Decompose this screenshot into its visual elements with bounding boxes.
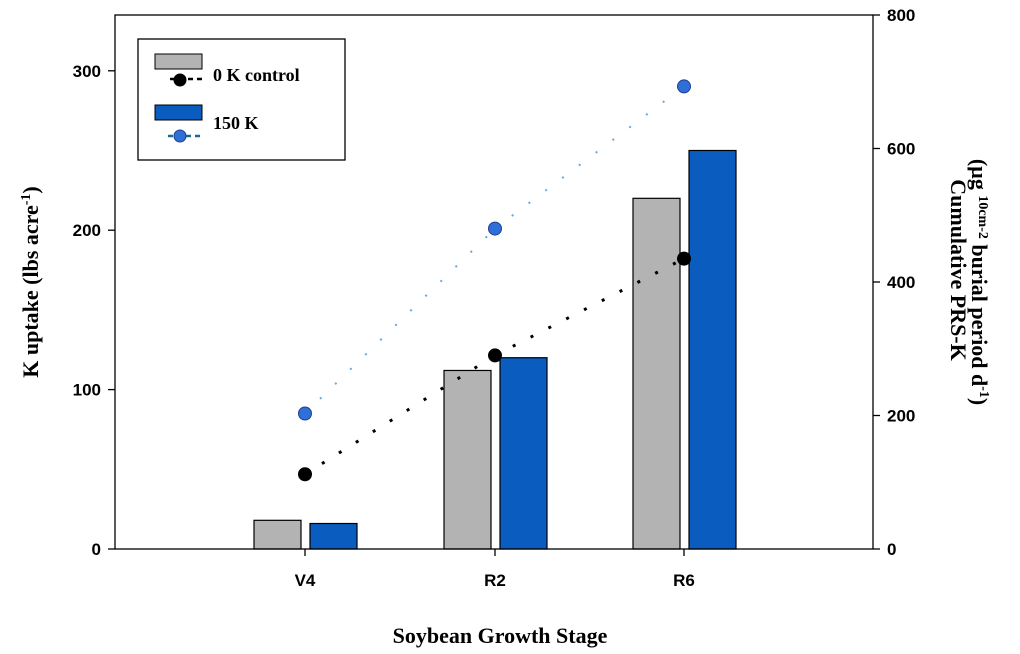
legend-swatch-bar-control <box>154 53 203 70</box>
y2-tick-label: 200 <box>887 407 915 426</box>
y2-axis-title-line1: Cumulative PRS-K <box>946 179 971 361</box>
bar-150k-v4 <box>309 522 358 550</box>
bar-control-r6 <box>632 197 681 550</box>
y2-tick-label: 600 <box>887 140 915 159</box>
legend-marker-control <box>173 73 187 87</box>
y-tick-label: 100 <box>73 381 101 400</box>
x-tick-label: R2 <box>484 571 506 590</box>
marker-150k-r6 <box>677 79 691 94</box>
y-tick-label: 200 <box>73 221 101 240</box>
y-axis-title: K uptake (lbs acre-1) <box>18 186 43 378</box>
y-tick-label: 300 <box>73 62 101 81</box>
bar-control-r2 <box>443 369 492 550</box>
marker-150k-v4 <box>298 406 312 421</box>
legend: 0 K control 150 K <box>137 38 346 161</box>
y2-tick-label: 0 <box>887 540 896 559</box>
legend-label-control: 0 K control <box>213 65 300 85</box>
marker-control-v4 <box>298 467 312 482</box>
y-tick-label: 0 <box>92 540 101 559</box>
y2-tick-label: 800 <box>887 6 915 25</box>
marker-control-r6 <box>677 251 691 266</box>
y2-tick-label: 400 <box>887 273 915 292</box>
x-axis-title: Soybean Growth Stage <box>393 623 608 648</box>
x-tick-label: V4 <box>295 571 316 590</box>
x-tick-label: R6 <box>673 571 695 590</box>
bar-150k-r6 <box>688 149 737 550</box>
bar-150k-r2 <box>499 357 548 550</box>
axes: 0 100 200 300 0 200 400 600 800 V4 R2 R6 <box>73 6 916 590</box>
legend-marker-150k <box>173 129 187 143</box>
plot-area <box>253 79 737 550</box>
legend-label-150k: 150 K <box>213 113 259 133</box>
bar-control-v4 <box>253 519 302 550</box>
marker-150k-r2 <box>488 221 502 236</box>
marker-control-r2 <box>488 348 502 363</box>
legend-swatch-bar-150k <box>154 104 203 121</box>
y2-axis-title-line2: (µg 10cm-2 burial period d-1) <box>967 159 992 405</box>
